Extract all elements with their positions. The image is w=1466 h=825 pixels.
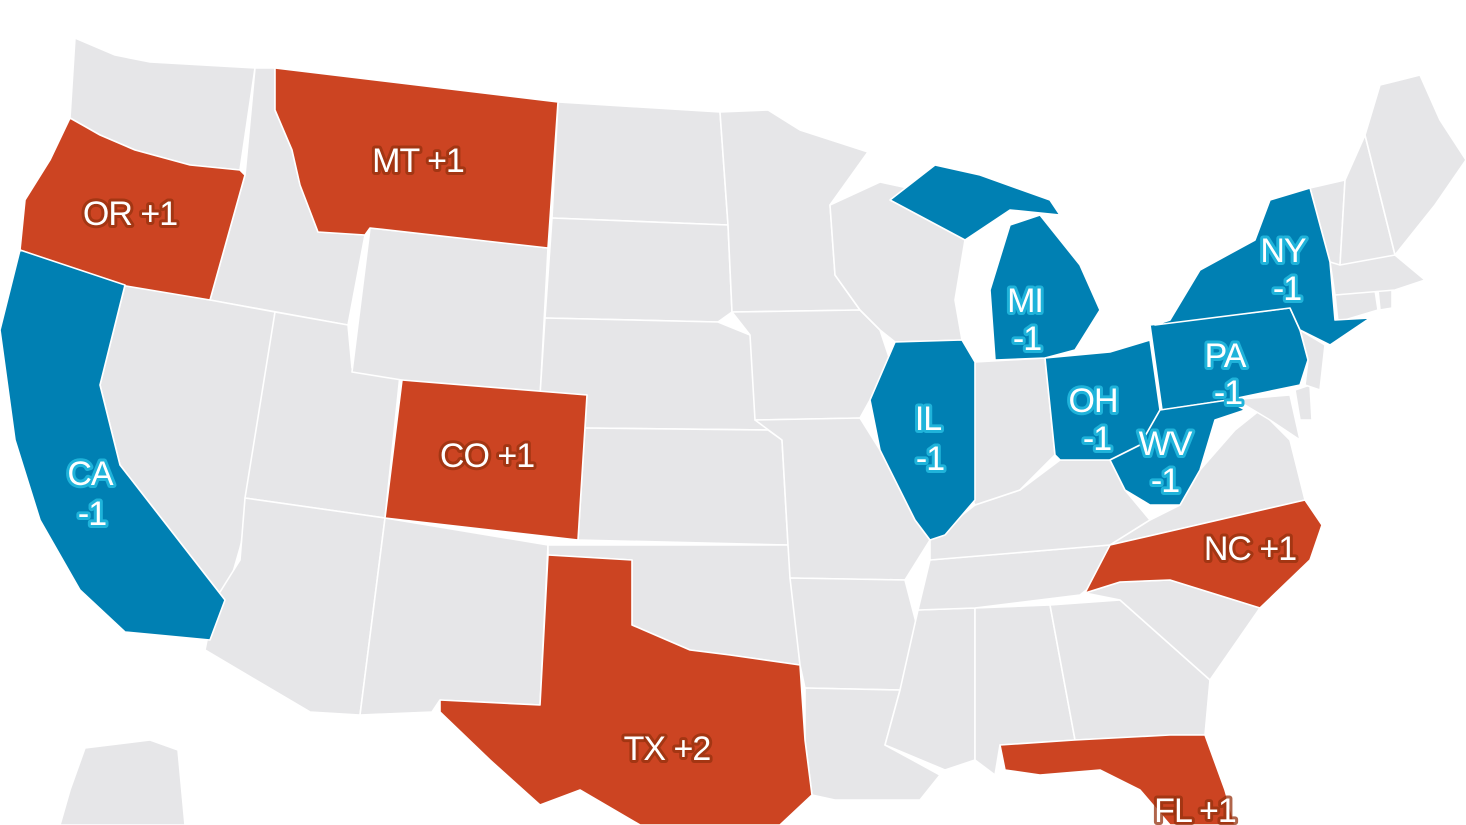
label-NY-abbr: NY <box>1260 232 1306 270</box>
state-AR[interactable] <box>789 577 919 691</box>
label-NC: NC +1 <box>1204 530 1296 568</box>
label-OH-change: -1 <box>1083 420 1111 458</box>
loss-labels: CA -1 MI -1 IL -1 OH -1 PA -1 WV -1 NY -… <box>64 229 1310 536</box>
state-NY[interactable] <box>1154 187 1371 346</box>
label-PA-change: -1 <box>1214 374 1242 412</box>
state-CO[interactable] <box>384 379 588 541</box>
state-MD[interactable] <box>1227 394 1301 441</box>
state-FL[interactable] <box>999 734 1236 825</box>
label-WV-abbr: WV <box>1139 425 1193 463</box>
neutral-states-layer <box>59 37 1466 825</box>
label-OH-abbr: OH <box>1069 382 1118 420</box>
label-NY-change: -1 <box>1273 270 1301 308</box>
label-CA-change: -1 <box>78 495 106 533</box>
state-MI[interactable] <box>889 164 1101 361</box>
state-KS[interactable] <box>577 427 789 546</box>
label-MI-abbr: MI <box>1007 282 1043 320</box>
label-IL-change: -1 <box>916 440 944 478</box>
state-MO[interactable] <box>754 417 931 581</box>
label-WV-change: -1 <box>1151 462 1179 500</box>
label-MI: MI -1 <box>1004 279 1047 361</box>
state-AK[interactable] <box>59 739 186 825</box>
label-PA-abbr: PA <box>1205 337 1247 375</box>
state-ME[interactable] <box>1364 74 1466 256</box>
label-PA: PA -1 <box>1202 334 1251 415</box>
label-MI-change: -1 <box>1013 320 1041 358</box>
gain-labels: OR +1 MT +1 CO +1 TX +2 NC +1 FL +1 <box>80 139 1300 825</box>
label-OH: OH -1 <box>1066 379 1122 461</box>
label-CA-abbr: CA <box>67 455 114 493</box>
state-SD[interactable] <box>544 217 733 323</box>
state-IL[interactable] <box>869 339 976 541</box>
label-FL: FL +1 <box>1154 792 1236 825</box>
state-RI[interactable] <box>1377 289 1393 311</box>
label-NY: NY -1 <box>1257 229 1310 311</box>
state-ND[interactable] <box>551 101 729 226</box>
state-NC[interactable] <box>1084 499 1323 609</box>
label-CO: CO +1 <box>440 437 534 475</box>
label-IL: IL -1 <box>912 397 948 481</box>
label-IL-abbr: IL <box>915 400 941 438</box>
state-CA[interactable] <box>0 249 226 641</box>
label-CA: CA -1 <box>64 452 118 536</box>
state-TX[interactable] <box>439 554 813 825</box>
state-WY[interactable] <box>351 227 549 399</box>
state-WV[interactable] <box>1109 399 1246 506</box>
state-OR[interactable] <box>19 117 246 301</box>
label-TX: TX +2 <box>624 730 711 768</box>
label-MT: MT +1 <box>372 142 464 180</box>
state-MT[interactable] <box>274 67 559 249</box>
state-NM[interactable] <box>359 517 549 716</box>
label-WV: WV -1 <box>1136 422 1197 503</box>
label-OR: OR +1 <box>83 195 177 233</box>
gain-states-layer <box>19 67 1323 825</box>
state-IA[interactable] <box>731 309 891 421</box>
loss-states-layer <box>0 164 1371 641</box>
state-DE[interactable] <box>1294 384 1313 421</box>
